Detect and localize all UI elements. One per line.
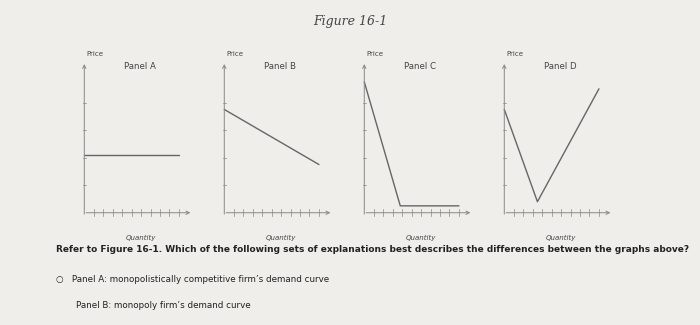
Text: Panel C: Panel C [405, 62, 436, 71]
Text: Panel B: Panel B [265, 62, 296, 71]
Text: Quantity: Quantity [125, 235, 155, 241]
Text: Price: Price [226, 51, 244, 57]
Text: Price: Price [366, 51, 384, 57]
Text: Panel B: monopoly firm’s demand curve: Panel B: monopoly firm’s demand curve [76, 301, 250, 310]
Text: ○   Panel A: monopolistically competitive firm’s demand curve: ○ Panel A: monopolistically competitive … [56, 275, 329, 284]
Text: Price: Price [506, 51, 524, 57]
Text: Quantity: Quantity [265, 235, 295, 241]
Text: Panel A: Panel A [125, 62, 156, 71]
Text: Panel D: Panel D [545, 62, 577, 71]
Text: Figure 16-1: Figure 16-1 [313, 15, 387, 28]
Text: Quantity: Quantity [405, 235, 435, 241]
Text: Price: Price [86, 51, 104, 57]
Text: Quantity: Quantity [545, 235, 575, 241]
Text: Refer to Figure 16-1. Which of the following sets of explanations best describes: Refer to Figure 16-1. Which of the follo… [56, 245, 689, 254]
